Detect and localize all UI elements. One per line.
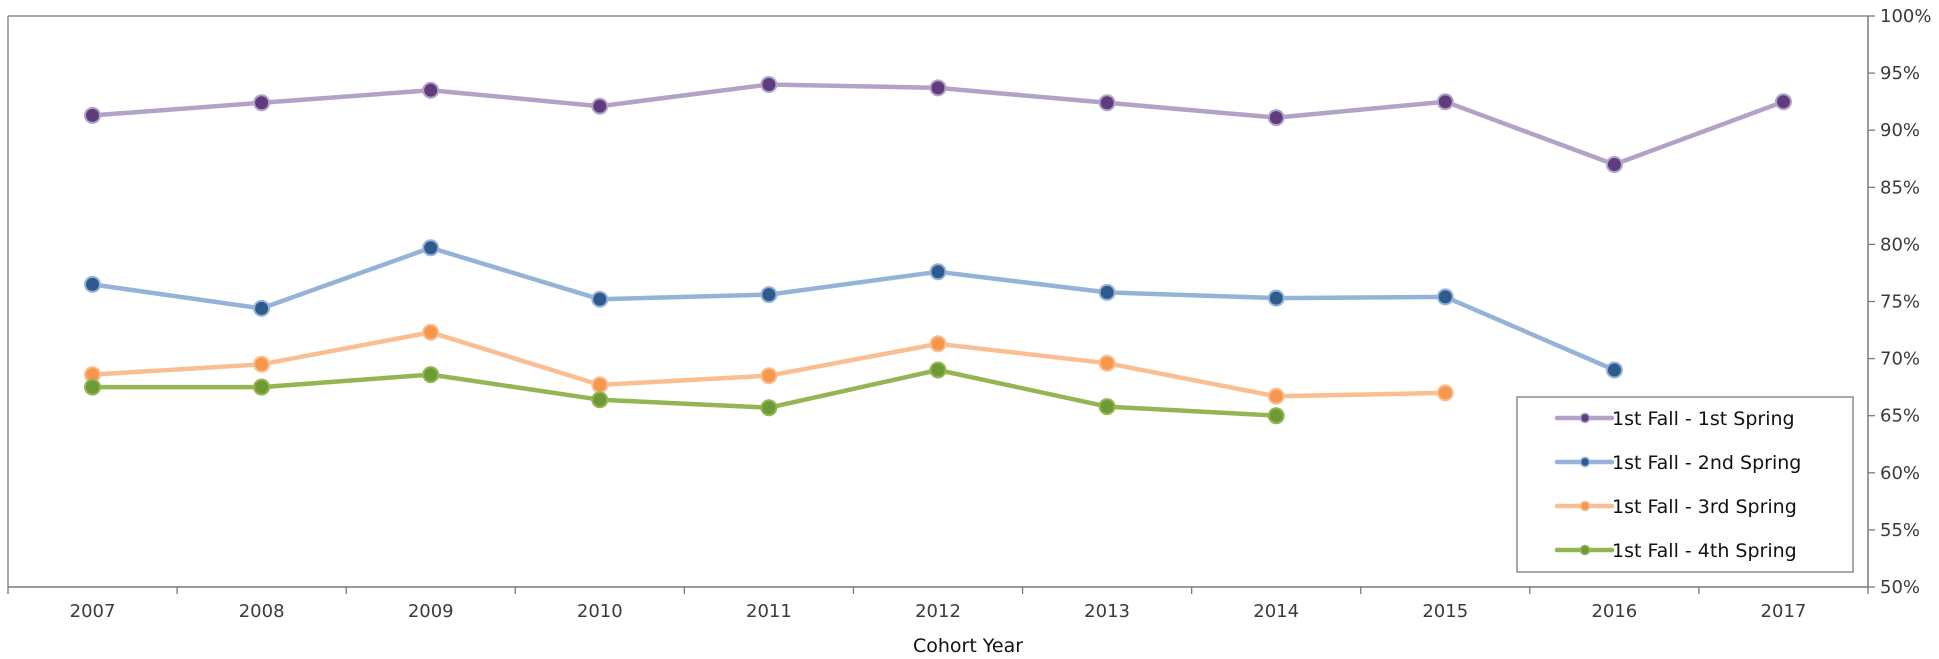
x-tick-label: 2015 [1422,601,1468,622]
data-point [1436,288,1454,306]
data-point [929,79,947,97]
data-point [84,378,101,396]
x-tick-label: 2016 [1591,601,1637,622]
data-point [253,378,271,396]
data-point [1605,156,1623,173]
data-point [929,361,947,379]
data-point [84,275,101,293]
legend-marker-swatch [1579,500,1591,512]
data-point [1436,384,1454,402]
data-point [253,355,271,373]
data-point [422,81,440,99]
series-1 [84,76,1792,173]
legend-item: 1st Fall - 1st Spring [1554,408,1795,430]
legend-marker-swatch [1579,412,1591,424]
y-tick-label: 95% [1880,63,1920,84]
y-tick-label: 90% [1880,120,1920,141]
data-point [422,323,440,341]
legend-label: 1st Fall - 2nd Spring [1612,452,1801,474]
series-line [90,367,1279,418]
data-point [422,366,440,384]
data-point [760,399,778,417]
data-point [1436,93,1454,111]
data-point [929,335,947,353]
y-axis-ticks [1868,15,1875,588]
data-point [1267,109,1285,127]
y-tick-label: 55% [1880,520,1920,541]
legend-item: 1st Fall - 3rd Spring [1554,496,1797,518]
x-tick-label: 2008 [239,601,285,622]
x-tick-label: 2013 [1084,601,1130,622]
legend-label: 1st Fall - 4th Spring [1612,540,1797,562]
y-tick-label: 100% [1880,6,1931,27]
legend-items: 1st Fall - 1st Spring 1st Fall - 2nd Spri… [1554,408,1801,562]
data-point [1605,361,1623,379]
legend-box [1516,396,1854,573]
x-axis-tick-labels: 2007 2008 2009 2010 2011 2012 2013 2014 2015 2016… [70,601,1807,622]
y-axis-tick-labels: 50% 55% 60% 65% 70% 75% 80% 85% 90% 95% 100% [1880,6,1931,598]
x-tick-label: 2012 [915,601,961,622]
legend-label: 1st Fall - 3rd Spring [1612,496,1797,518]
series-line [90,245,1617,373]
data-point [253,94,271,112]
legend-label: 1st Fall - 1st Spring [1612,408,1795,430]
data-point [591,391,609,409]
data-point [422,239,440,257]
x-tick-label: 2011 [746,601,792,622]
series-3 [84,323,1454,405]
data-point [1098,354,1116,372]
y-tick-label: 70% [1880,349,1920,370]
y-tick-label: 75% [1880,292,1920,313]
x-tick-label: 2014 [1253,601,1299,622]
data-point [253,299,271,317]
data-point [760,367,778,385]
data-point [929,263,947,281]
data-point [1098,283,1116,301]
data-point [1267,387,1285,405]
series-line [90,82,1786,167]
x-axis-ticks [7,587,1869,594]
data-point [84,106,101,124]
data-point [1775,93,1792,111]
legend-item: 1st Fall - 2nd Spring [1554,452,1801,474]
data-point [591,290,609,308]
x-tick-label: 2009 [408,601,454,622]
data-point [591,97,609,115]
legend-marker-swatch [1579,544,1591,556]
x-tick-label: 2017 [1761,601,1807,622]
series-2 [84,239,1623,379]
legend: 1st Fall - 1st Spring 1st Fall - 2nd Spri… [1516,396,1854,573]
data-point [760,286,778,304]
data-point [1267,289,1285,307]
y-tick-label: 85% [1880,177,1920,198]
y-tick-label: 60% [1880,463,1920,484]
y-tick-label: 80% [1880,234,1920,255]
x-tick-label: 2010 [577,601,623,622]
data-point [760,76,778,93]
data-point [591,376,609,394]
y-tick-label: 65% [1880,406,1920,427]
series-4 [84,361,1285,425]
legend-item: 1st Fall - 4th Spring [1554,540,1797,562]
y-tick-label: 50% [1880,577,1920,598]
data-point [1267,407,1285,425]
legend-marker-swatch [1579,456,1591,468]
series-layer [84,76,1792,425]
x-axis-title: Cohort Year [913,635,1023,657]
data-point [1098,398,1116,416]
x-tick-label: 2007 [70,601,116,622]
data-point [1098,94,1116,112]
